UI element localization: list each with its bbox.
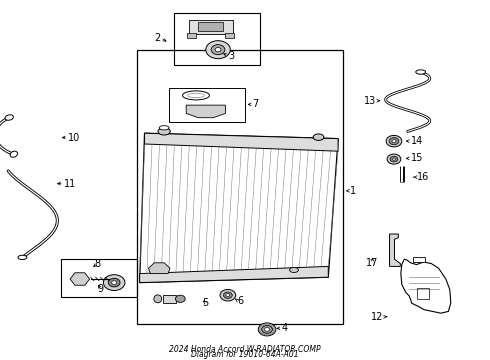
Ellipse shape <box>290 267 298 273</box>
Text: 4: 4 <box>282 323 288 333</box>
Text: 5: 5 <box>203 298 209 308</box>
Text: 2: 2 <box>154 33 161 43</box>
Bar <box>174 13 260 65</box>
Text: 9: 9 <box>98 284 103 294</box>
Polygon shape <box>390 234 400 266</box>
Ellipse shape <box>159 126 169 130</box>
Bar <box>413 257 425 262</box>
Circle shape <box>265 328 270 331</box>
Text: 7: 7 <box>252 99 259 109</box>
Text: 11: 11 <box>64 179 76 189</box>
Text: 16: 16 <box>416 172 429 182</box>
Bar <box>169 88 245 122</box>
Text: 2024 Honda Accord W-RADIATOR COMP: 2024 Honda Accord W-RADIATOR COMP <box>169 346 321 354</box>
Bar <box>187 33 196 38</box>
Bar <box>61 259 137 297</box>
Circle shape <box>226 294 230 297</box>
Polygon shape <box>148 263 170 274</box>
Text: 3: 3 <box>228 51 234 61</box>
Circle shape <box>103 275 125 291</box>
Polygon shape <box>140 133 338 283</box>
Text: 8: 8 <box>94 258 100 269</box>
Circle shape <box>390 156 398 162</box>
Circle shape <box>387 154 401 164</box>
Circle shape <box>223 292 232 298</box>
Text: 6: 6 <box>238 296 244 306</box>
Bar <box>163 295 176 303</box>
Circle shape <box>389 138 399 145</box>
Text: 15: 15 <box>411 153 423 163</box>
Ellipse shape <box>158 128 171 135</box>
Bar <box>198 22 223 31</box>
Polygon shape <box>145 133 338 151</box>
Polygon shape <box>140 266 328 283</box>
Circle shape <box>211 45 225 55</box>
Ellipse shape <box>5 115 13 120</box>
Circle shape <box>220 289 236 301</box>
Circle shape <box>206 41 230 59</box>
Circle shape <box>392 140 396 143</box>
Circle shape <box>215 48 221 52</box>
Bar <box>416 288 429 299</box>
Ellipse shape <box>18 255 27 260</box>
Circle shape <box>386 135 402 147</box>
Ellipse shape <box>187 93 205 98</box>
Bar <box>189 20 233 34</box>
Ellipse shape <box>416 70 425 74</box>
Circle shape <box>262 325 272 333</box>
Polygon shape <box>401 259 451 313</box>
Ellipse shape <box>10 151 18 157</box>
Text: 10: 10 <box>68 132 80 143</box>
Circle shape <box>258 323 276 336</box>
Text: 13: 13 <box>364 96 376 106</box>
Polygon shape <box>186 105 225 118</box>
Bar <box>137 50 343 324</box>
Circle shape <box>392 158 395 160</box>
Circle shape <box>112 281 117 284</box>
Circle shape <box>108 278 120 287</box>
Ellipse shape <box>182 91 209 100</box>
Text: 14: 14 <box>411 136 423 146</box>
Text: Diagram for 19010-64A-A01: Diagram for 19010-64A-A01 <box>191 351 299 359</box>
Text: 1: 1 <box>350 186 356 196</box>
Text: 17: 17 <box>366 258 379 268</box>
Ellipse shape <box>313 134 324 140</box>
Ellipse shape <box>154 295 162 303</box>
Text: 12: 12 <box>371 312 384 322</box>
Bar <box>225 33 234 38</box>
Circle shape <box>175 295 185 302</box>
